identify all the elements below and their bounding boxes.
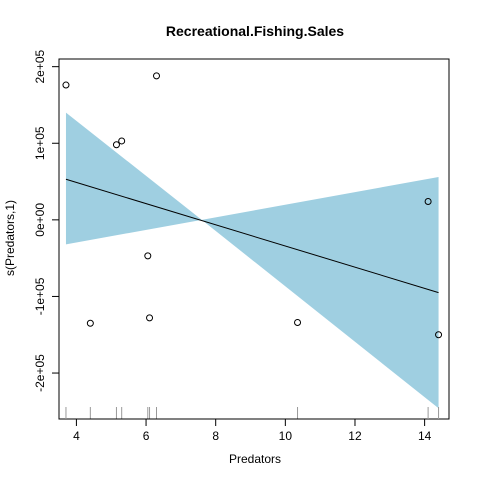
x-tick-label: 10 (279, 429, 293, 443)
data-point (144, 252, 152, 260)
data-point (62, 81, 70, 89)
data-point (424, 197, 432, 205)
x-tick-label: 4 (73, 429, 80, 443)
x-tick-label: 14 (418, 429, 432, 443)
data-point (86, 319, 94, 327)
x-axis-label: Predators (229, 452, 281, 466)
y-tick-label: 1e+05 (33, 126, 47, 160)
x-tick-label: 6 (143, 429, 150, 443)
chart-title: Recreational.Fishing.Sales (166, 23, 344, 39)
data-point (146, 314, 154, 322)
y-tick-label: 2e+05 (33, 49, 47, 83)
data-point (118, 137, 126, 145)
data-point (435, 331, 443, 339)
confidence-band (65, 112, 439, 409)
data-point (153, 72, 160, 80)
y-axis-label: s(Predators,1) (3, 200, 17, 276)
fit-line (65, 178, 439, 294)
data-point (112, 141, 120, 149)
data-point (294, 318, 302, 326)
x-tick-label: 12 (348, 429, 362, 443)
y-tick-label: 0e+00 (33, 203, 47, 237)
y-tick-label: -1e+05 (33, 277, 47, 315)
x-tick-label: 8 (212, 429, 219, 443)
y-tick-label: -2e+05 (33, 354, 47, 392)
